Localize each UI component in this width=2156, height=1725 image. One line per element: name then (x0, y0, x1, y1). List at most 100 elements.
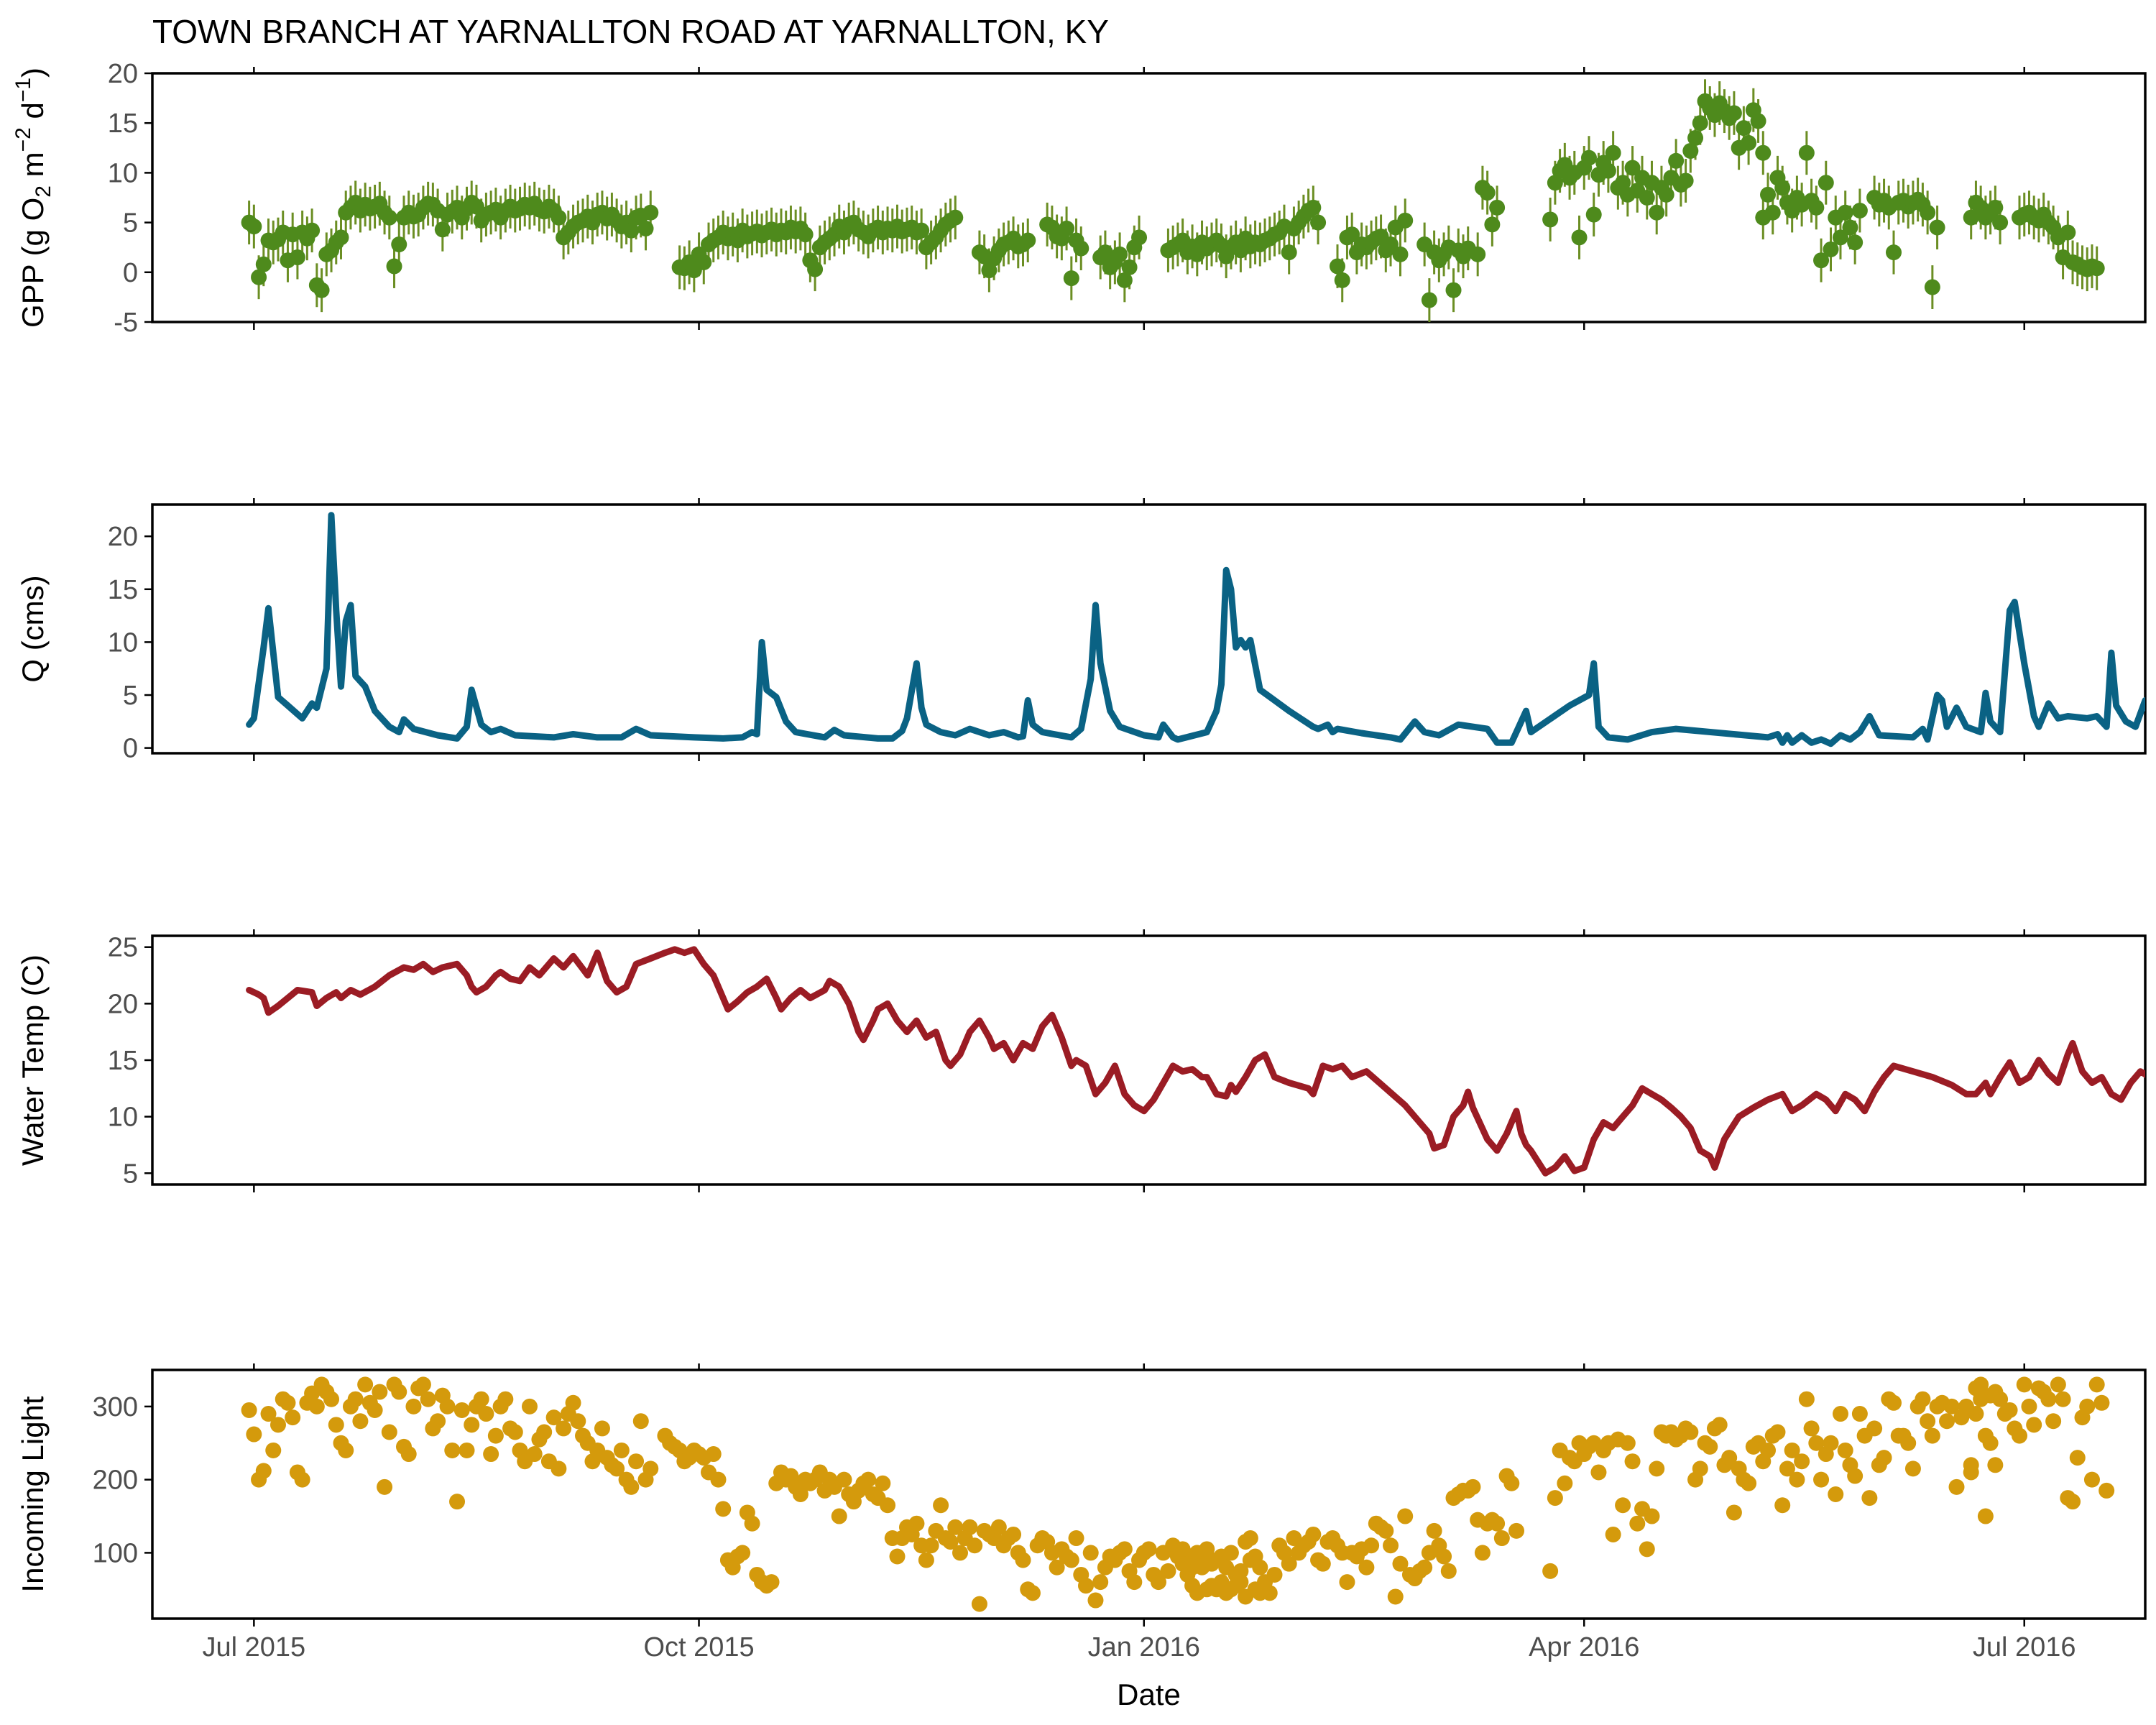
incoming-light-point (2093, 1394, 2110, 1411)
incoming-light-point (1823, 1435, 1839, 1451)
incoming-light-frame (151, 1368, 2147, 1620)
incoming-light-point (1199, 1541, 1215, 1558)
incoming-light-point (2088, 1376, 2105, 1393)
gpp-point (981, 262, 998, 279)
gpp-point (1798, 144, 1815, 161)
gpp-point (1542, 211, 1559, 228)
gpp-point (333, 229, 349, 246)
gpp-point (2060, 224, 2076, 241)
incoming-light-point (908, 1515, 925, 1532)
incoming-light-point (705, 1446, 722, 1463)
incoming-light-point (487, 1427, 504, 1444)
gpp-point (1886, 244, 1902, 261)
incoming-light-point (464, 1417, 480, 1433)
gpp-point (381, 209, 397, 226)
incoming-light-point (323, 1391, 340, 1407)
incoming-light-point (1082, 1545, 1099, 1561)
gpp-point (1445, 282, 1462, 298)
incoming-light-point (1692, 1460, 1708, 1477)
incoming-light-point (792, 1486, 808, 1502)
incoming-light-point (308, 1398, 325, 1414)
gpp-point (807, 261, 824, 277)
gpp-point (1755, 144, 1772, 161)
gpp-point (1383, 236, 1399, 253)
gpp-point (1571, 229, 1588, 246)
incoming-light-point (967, 1537, 983, 1554)
incoming-light-point (1721, 1450, 1738, 1466)
gpp-y-tick-label: 15 (108, 109, 138, 139)
incoming-light-point (763, 1574, 780, 1591)
incoming-light-point (2099, 1482, 2115, 1499)
incoming-light-point (1150, 1574, 1166, 1591)
gpp-point (1479, 185, 1496, 201)
gpp-point (1837, 204, 1853, 221)
incoming-light-point (1281, 1555, 1297, 1572)
gpp-point (1741, 134, 1757, 151)
incoming-light-point (1489, 1515, 1506, 1532)
incoming-light-point (1639, 1541, 1655, 1558)
gpp-point (1750, 113, 1766, 129)
incoming-light-point (923, 1537, 939, 1554)
incoming-light-point (2040, 1391, 2057, 1407)
incoming-light-point (1078, 1578, 1095, 1594)
incoming-light-point (1222, 1545, 1239, 1561)
incoming-light-point (400, 1446, 417, 1463)
gpp-point (1736, 120, 1752, 137)
incoming-light-point (1305, 1526, 1322, 1542)
incoming-light-point (241, 1402, 257, 1418)
gpp-point (913, 222, 930, 239)
gpp-point (1929, 219, 1945, 236)
incoming-light-point (990, 1519, 1007, 1535)
incoming-light-point (1126, 1574, 1143, 1591)
gpp-point (1112, 246, 1128, 262)
incoming-light-point (1189, 1585, 1205, 1601)
gpp-point (1059, 220, 1075, 236)
incoming-light-point (536, 1424, 553, 1440)
incoming-light-point (1847, 1468, 1864, 1484)
gpp-point (1605, 144, 1621, 161)
incoming-light-point (1963, 1457, 1979, 1473)
gpp-point (1823, 241, 1839, 257)
incoming-light-point (1682, 1424, 1699, 1440)
incoming-light-point (880, 1497, 896, 1514)
incoming-light-point (1160, 1563, 1176, 1579)
incoming-light-point (1973, 1376, 1989, 1393)
incoming-light-point (744, 1515, 760, 1532)
gpp-point (255, 256, 272, 272)
gpp-point (1615, 175, 1631, 191)
incoming-light-point (1977, 1508, 1994, 1524)
incoming-light-point (565, 1394, 581, 1411)
incoming-light-point (246, 1426, 262, 1443)
gpp-point (1924, 279, 1940, 295)
gpp-point (1649, 204, 1665, 221)
gpp-point (1281, 244, 1297, 261)
gpp-point (1677, 172, 1694, 189)
incoming-light-point (1508, 1522, 1525, 1539)
gpp-point (1847, 234, 1864, 251)
gpp-point (1639, 190, 1655, 206)
gpp-point (386, 258, 402, 275)
incoming-light-point (1726, 1504, 1742, 1521)
gpp-point (1992, 214, 2009, 231)
incoming-light-point (1605, 1526, 1621, 1542)
incoming-light-point (1774, 1497, 1791, 1514)
water-temp-frame (151, 934, 2147, 1186)
incoming-light-point (1619, 1435, 1636, 1451)
discharge-y-axis-label: Q (cms) (16, 575, 50, 682)
incoming-light-point (1474, 1545, 1491, 1561)
incoming-light-point (338, 1442, 354, 1458)
gpp-y-tick-label: 5 (123, 208, 138, 239)
incoming-light-point (2079, 1398, 2096, 1414)
gpp-panel: -5 0 5 10 15 20 GPP (g O2 m−2 d−1) (11, 59, 2147, 338)
incoming-light-point (1915, 1391, 1931, 1407)
incoming-light-point (357, 1376, 374, 1393)
incoming-light-point (594, 1420, 610, 1437)
gpp-point (1818, 175, 1834, 191)
gpp-point (1489, 199, 1506, 216)
incoming-light-point (1794, 1453, 1810, 1470)
incoming-light-point (270, 1417, 286, 1433)
incoming-light-point (613, 1442, 630, 1458)
incoming-light-point (526, 1446, 543, 1463)
gpp-point (550, 209, 567, 226)
incoming-light-point (497, 1391, 514, 1407)
